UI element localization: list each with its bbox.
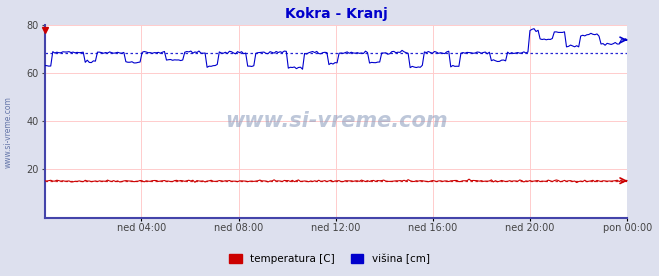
Title: Kokra - Kranj: Kokra - Kranj <box>285 7 387 21</box>
Legend: temperatura [C], višina [cm]: temperatura [C], višina [cm] <box>225 249 434 268</box>
Text: www.si-vreme.com: www.si-vreme.com <box>4 97 13 168</box>
Text: www.si-vreme.com: www.si-vreme.com <box>225 111 447 131</box>
